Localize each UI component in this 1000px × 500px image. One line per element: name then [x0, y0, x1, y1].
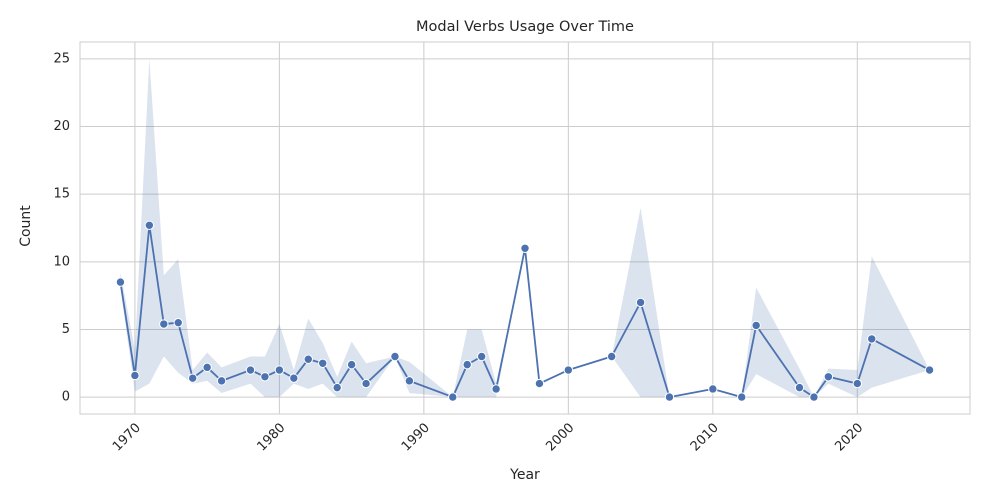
plot-frame	[79, 41, 971, 415]
data-point	[520, 243, 530, 253]
data-point	[867, 334, 877, 344]
data-point	[245, 365, 256, 375]
confidence-band-layer	[120, 58, 930, 398]
data-point	[737, 392, 747, 402]
grid-layer	[80, 42, 970, 414]
data-point	[606, 351, 617, 362]
data-point	[303, 354, 313, 364]
data-point	[159, 319, 169, 329]
data-point	[708, 384, 718, 394]
data-point	[476, 351, 487, 362]
data-point	[318, 358, 328, 368]
y-tick-label: 0	[62, 390, 70, 405]
data-point	[751, 320, 761, 331]
data-point	[794, 382, 805, 393]
data-point	[187, 373, 198, 383]
data-point	[361, 378, 371, 389]
data-point	[130, 370, 140, 381]
data-point	[462, 359, 472, 370]
data-point	[448, 392, 458, 402]
data-point	[404, 376, 415, 386]
data-point	[289, 373, 299, 383]
data-point	[332, 382, 342, 393]
y-tick-label: 20	[53, 119, 70, 134]
data-point	[260, 372, 270, 382]
data-point	[274, 365, 285, 375]
data-point	[635, 297, 646, 308]
data-point-layer	[115, 220, 935, 402]
data-point	[144, 220, 155, 230]
y-tick-label: 15	[53, 187, 70, 202]
data-point	[390, 351, 400, 362]
data-point	[491, 384, 501, 394]
y-tick-label: 5	[62, 322, 70, 337]
data-point	[202, 362, 212, 373]
y-tick-label: 25	[53, 51, 70, 66]
y-tick-label: 10	[53, 254, 70, 269]
data-point	[664, 392, 675, 402]
chart-title: Modal Verbs Usage Over Time	[416, 19, 634, 35]
data-point	[563, 365, 574, 375]
data-point	[173, 317, 183, 328]
confidence-band	[120, 58, 930, 398]
y-axis-title: Count	[18, 205, 34, 247]
data-point	[852, 378, 863, 389]
data-point	[534, 378, 545, 389]
data-point	[346, 359, 357, 370]
data-point	[115, 277, 126, 287]
data-point	[216, 376, 227, 386]
data-point	[924, 365, 935, 375]
data-point	[809, 392, 819, 402]
x-axis-title: Year	[509, 467, 540, 483]
data-point	[823, 372, 834, 382]
